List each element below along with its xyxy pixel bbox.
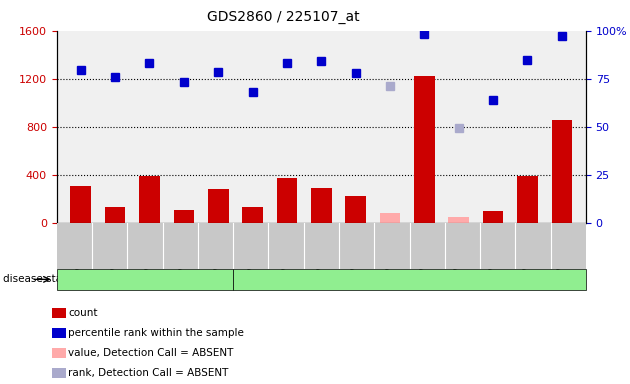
Text: aldosterone-producing adenoma: aldosterone-producing adenoma [319,274,500,285]
Bar [71,185,91,223]
Text: control: control [125,274,164,285]
Bar [551,119,572,223]
Bar [208,189,229,223]
Text: rank, Detection Call = ABSENT: rank, Detection Call = ABSENT [68,368,229,378]
Bar [277,178,297,223]
Bar [483,211,503,223]
Bar [517,176,538,223]
Text: percentile rank within the sample: percentile rank within the sample [68,328,244,338]
Bar [173,210,194,223]
Text: value, Detection Call = ABSENT: value, Detection Call = ABSENT [68,348,234,358]
Bar [311,188,331,223]
Bar [243,207,263,223]
Bar [345,196,366,223]
Bar [139,176,160,223]
Text: disease state: disease state [3,274,72,285]
Bar [380,213,400,223]
Bar [449,217,469,223]
Text: count: count [68,308,98,318]
Bar [105,207,125,223]
Bar [414,76,435,223]
Text: GDS2860 / 225107_at: GDS2860 / 225107_at [207,10,360,23]
